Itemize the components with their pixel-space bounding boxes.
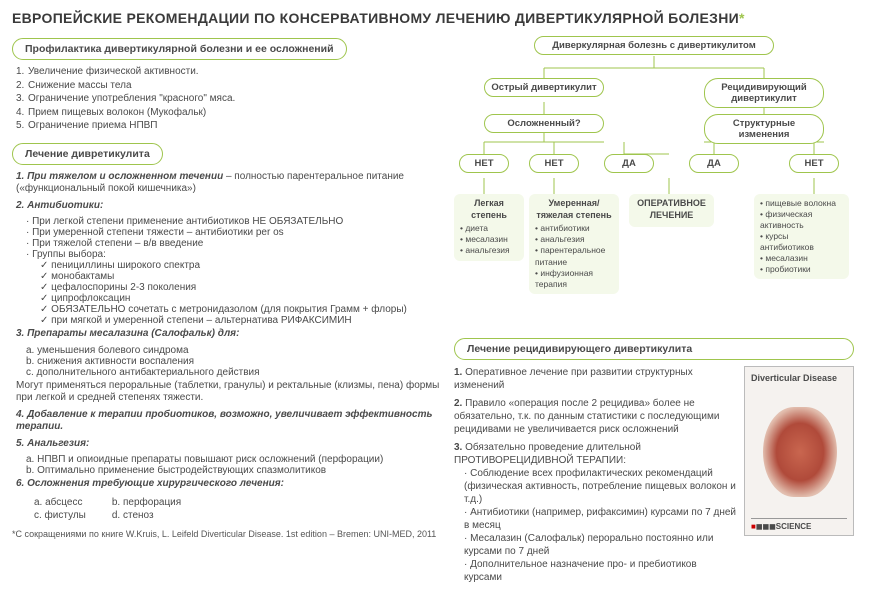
s2-3-list: a. уменьшения болевого синдрома b. сниже… xyxy=(12,345,442,378)
flow-complicated: Осложненный? xyxy=(484,114,604,133)
title-text: ЕВРОПЕЙСКИЕ РЕКОМЕНДАЦИИ ПО КОНСЕРВАТИВН… xyxy=(12,10,739,26)
flow-acute: Острый дивертикулит xyxy=(484,78,604,97)
book-card: Diverticular Disease ■◼◼◼SCIENCE xyxy=(744,366,854,536)
footnote: *С сокращениями по книге W.Kruis, L. Lei… xyxy=(12,529,442,539)
s2-5-head: 5. Анальгезия: xyxy=(16,438,442,451)
leaf-moderate: Умеренная/ тяжелая степень антибиотики а… xyxy=(529,194,619,294)
flow-no1: НЕТ xyxy=(459,154,509,173)
s2-3-head: 3. Препараты месалазина (Салофальк) для: xyxy=(16,328,442,341)
flow-structural: Структурные изменения xyxy=(704,114,824,144)
s2-4: 4. Добавление к терапии пробиотиков, воз… xyxy=(16,409,442,434)
section1-list: 1.Увеличение физической активности. 2.Сн… xyxy=(12,66,442,133)
title-asterisk: * xyxy=(739,10,745,26)
s2-1-head: 1. При тяжелом и осложненном течении xyxy=(16,171,223,182)
flow-recurrent: Рецидивирующий дивертикулит xyxy=(704,78,824,108)
s2-6-head: 6. Осложнения требующие хирургического л… xyxy=(16,478,442,491)
page-title: ЕВРОПЕЙСКИЕ РЕКОМЕНДАЦИИ ПО КОНСЕРВАТИВН… xyxy=(12,10,858,26)
s2-1: 1. При тяжелом и осложненном течении – п… xyxy=(16,171,442,196)
leaf-prevent: пищевые волокна физическая активность ку… xyxy=(754,194,849,279)
flow-yes1: ДА xyxy=(604,154,654,173)
right-column: Диверкулярная болезнь с дивертикулитом О… xyxy=(454,34,854,589)
s2-2-list: При легкой степени применение антибиотик… xyxy=(12,216,442,260)
flow-root: Диверкулярная болезнь с дивертикулитом xyxy=(534,36,774,55)
s2-2-checks: пенициллины широкого спектра монобактамы… xyxy=(12,260,442,326)
s1-item: Увеличение физической активности. xyxy=(28,66,199,77)
right-section-title: Лечение рецидивирующего дивертикулита xyxy=(454,338,854,360)
leaf-surgery: ОПЕРАТИВНОЕ ЛЕЧЕНИЕ xyxy=(629,194,714,227)
s2-3-tail: Могут применяться пероральные (таблетки,… xyxy=(16,380,442,405)
flowchart: Диверкулярная болезнь с дивертикулитом О… xyxy=(454,34,854,334)
s1-item: Ограничение употребления "красного" мяса… xyxy=(28,93,235,104)
section2-title: Лечение дивретикулита xyxy=(12,143,163,165)
flow-no2: НЕТ xyxy=(529,154,579,173)
book-title: Diverticular Disease xyxy=(745,367,853,385)
s2-2-head: 2. Антибиотики: xyxy=(16,200,442,213)
s1-item: Снижение массы тела xyxy=(28,80,132,91)
s1-item: Ограничение приема НПВП xyxy=(28,120,157,131)
leaf-mild: Легкая степень диета месалазин анальгези… xyxy=(454,194,524,261)
book-image xyxy=(763,407,837,497)
flow-yes2: ДА xyxy=(689,154,739,173)
right-text: 1. Оперативное лечение при развитии стру… xyxy=(454,366,736,589)
s2-6-list: a. абсцессb. перфорация c. фистулыd. сте… xyxy=(12,495,442,523)
s1-item: Прием пищевых волокон (Мукофальк) xyxy=(28,107,206,118)
section1-title: Профилактика дивертикулярной болезни и е… xyxy=(12,38,347,60)
left-column: Профилактика дивертикулярной болезни и е… xyxy=(12,34,442,589)
flow-no3: НЕТ xyxy=(789,154,839,173)
s2-5-list: a. НПВП и опиоидные препараты повышают р… xyxy=(12,454,442,476)
book-brand: ■◼◼◼SCIENCE xyxy=(751,518,847,531)
